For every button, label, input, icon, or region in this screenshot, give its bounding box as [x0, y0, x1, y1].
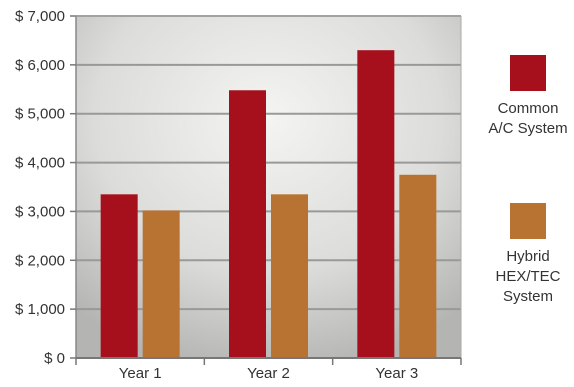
bar	[399, 174, 437, 358]
y-tick-label: $ 6,000	[15, 57, 65, 74]
bar	[142, 210, 180, 358]
y-tick-label: $ 1,000	[15, 301, 65, 318]
legend-label-line: A/C System	[488, 120, 568, 137]
y-tick-label: $ 0	[44, 350, 65, 367]
legend-label-line: Hybrid	[506, 248, 550, 265]
bar	[100, 194, 138, 358]
y-tick-label: $ 5,000	[15, 106, 65, 123]
y-tick-label: $ 3,000	[15, 203, 65, 220]
y-tick-label: $ 2,000	[15, 252, 65, 269]
plot-area-background	[76, 16, 461, 358]
legend-label: Hybrid HEX/TEC System	[478, 247, 574, 307]
x-tick-label: Year 2	[247, 365, 290, 382]
legend-label: Common A/C System	[478, 99, 574, 139]
x-axis-ticks: Year 1 Year 2 Year 3	[75, 358, 462, 382]
bar	[229, 90, 266, 359]
legend-label-line: HEX/TEC	[495, 268, 561, 285]
y-tick-label: $ 4,000	[15, 155, 65, 172]
x-tick-label: Year 3	[375, 365, 418, 382]
bar	[357, 50, 395, 358]
y-axis-ticks: $ 0 $ 1,000 $ 2,000 $ 3,000 $ 4,000 $ 5,000 $ …	[15, 8, 76, 367]
axes	[75, 15, 462, 359]
legend-label-line: System	[502, 288, 553, 305]
y-tick-label: $ 7,000	[15, 8, 65, 25]
legend-swatch	[510, 55, 546, 91]
bar	[271, 194, 308, 358]
legend-label-line: Common	[497, 100, 559, 117]
legend-swatch	[510, 203, 546, 239]
bars	[100, 50, 437, 359]
x-tick-label: Year 1	[119, 365, 162, 382]
